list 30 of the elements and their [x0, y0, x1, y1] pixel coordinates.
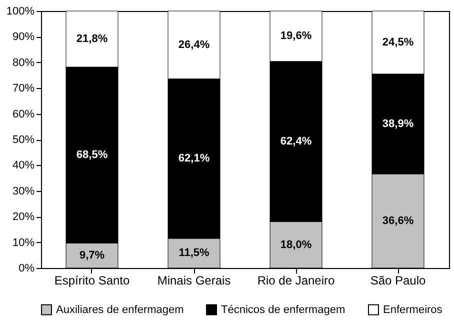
- data-label: 36,6%: [382, 214, 414, 227]
- y-tick-label: 100%: [6, 6, 35, 18]
- data-label: 18,0%: [280, 238, 312, 251]
- data-label: 19,6%: [280, 30, 312, 42]
- data-label: 62,1%: [178, 152, 210, 165]
- y-tick-label: 80%: [12, 56, 35, 69]
- legend-label: Técnicos de enfermagem: [221, 304, 346, 316]
- legend-label: Auxiliares de enfermagem: [56, 304, 184, 316]
- y-tick-label: 50%: [12, 134, 35, 146]
- data-label: 9,7%: [79, 250, 105, 262]
- data-label: 26,4%: [178, 38, 210, 51]
- y-tick-label: 20%: [12, 211, 35, 224]
- y-tick-label: 10%: [12, 236, 35, 249]
- y-tick-label: 40%: [12, 160, 35, 172]
- y-tick-label: 0%: [18, 262, 35, 274]
- data-label: 24,5%: [382, 36, 414, 48]
- legend-label: Enfermeiros: [383, 304, 443, 316]
- y-tick-label: 30%: [12, 185, 35, 198]
- data-label: 11,5%: [178, 247, 210, 260]
- x-tick-label: Rio de Janeiro: [257, 274, 336, 288]
- data-label: 62,4%: [280, 136, 312, 148]
- x-tick-label: Espírito Santo: [54, 274, 130, 288]
- y-tick-label: 70%: [12, 82, 35, 95]
- x-tick-label: São Paulo: [370, 274, 426, 288]
- data-label: 38,9%: [382, 118, 414, 130]
- y-tick-label: 60%: [12, 108, 35, 120]
- data-label: 68,5%: [76, 149, 108, 162]
- x-tick-label: Minais Gerais: [157, 274, 231, 288]
- y-tick-label: 90%: [12, 31, 35, 44]
- data-label: 21,8%: [76, 33, 108, 46]
